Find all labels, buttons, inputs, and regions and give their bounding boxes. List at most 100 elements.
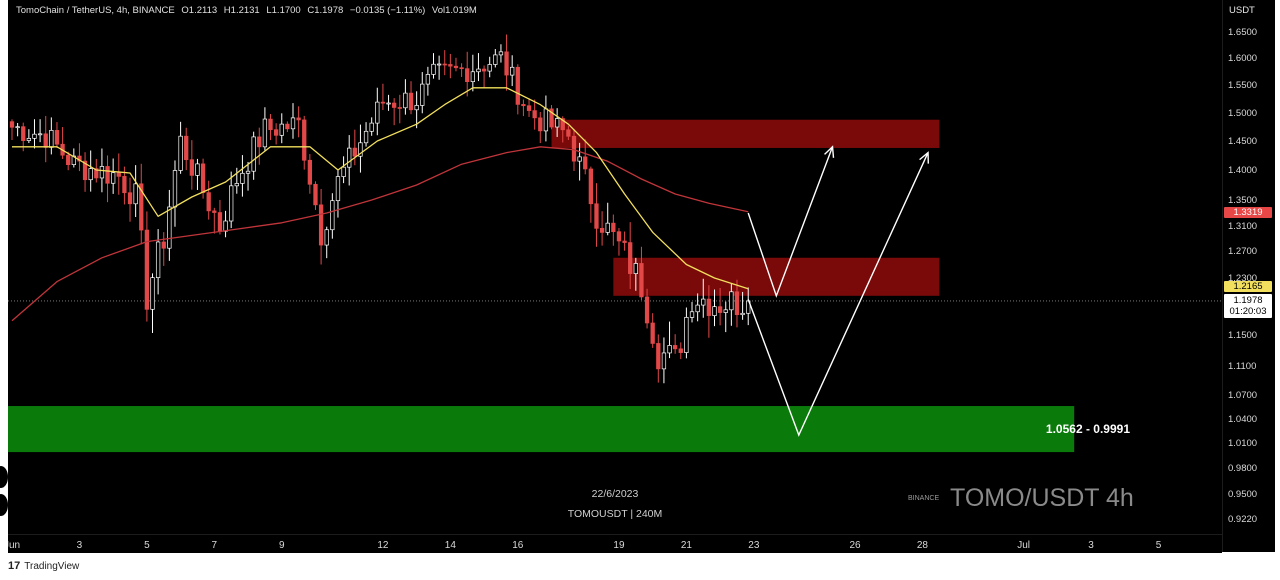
candle-body — [161, 241, 166, 249]
candle-body — [588, 168, 594, 205]
price-tick-label: 1.3500 — [1228, 195, 1257, 206]
candle-body — [217, 212, 223, 232]
candle-body — [178, 135, 183, 171]
candle-body — [369, 122, 374, 132]
price-axis[interactable]: 1.6500 1.6000 1.5500 1.5000 1.4500 1.4000 1.35… — [1222, 0, 1275, 552]
watermark-exchange: BINANCE — [908, 495, 940, 502]
candle-body — [571, 135, 577, 162]
time-tick-label: 7 — [212, 540, 218, 551]
candle-body — [358, 142, 363, 157]
candle-body — [99, 166, 105, 179]
sma-fast-line — [12, 87, 749, 290]
candle-body — [189, 159, 194, 176]
candle-body — [521, 104, 526, 107]
candle-body — [661, 352, 667, 370]
candle-body — [425, 74, 431, 85]
candle-body — [49, 130, 54, 148]
candle-body — [644, 296, 650, 324]
candle-body — [493, 54, 498, 65]
candle-body — [515, 66, 520, 105]
candle-body — [37, 133, 43, 136]
candle-body — [9, 121, 15, 128]
time-tick-label: 12 — [377, 540, 389, 551]
price-tick-label: 1.2700 — [1228, 246, 1257, 257]
projection-path-1 — [747, 152, 929, 437]
candle-body — [144, 229, 150, 310]
candle-body — [448, 64, 453, 67]
candle-body — [133, 183, 138, 205]
last-price-value: 1.1978 — [1233, 295, 1263, 306]
time-tick-label: 3 — [1088, 540, 1094, 551]
symbol-legend[interactable]: TomoChain / TetherUS, 4h, BINANCE O1.211… — [16, 5, 481, 16]
candle-body — [397, 107, 402, 109]
candle-body — [66, 154, 71, 166]
time-tick-label: 14 — [445, 540, 457, 551]
price-tick-label: 1.0400 — [1228, 414, 1257, 425]
candle-body — [392, 102, 397, 108]
candle-body — [712, 306, 717, 316]
bar-countdown: 01:20:03 — [1229, 306, 1267, 317]
resistance-zone-0 — [551, 119, 940, 148]
candle-body — [212, 210, 217, 213]
price-tick-label: 1.5500 — [1228, 80, 1257, 91]
candle-body — [656, 343, 661, 370]
candle-body — [234, 183, 239, 187]
candle-body — [639, 263, 644, 298]
candle-body — [510, 66, 515, 76]
sma-slow-line — [11, 146, 749, 322]
candle-body — [420, 83, 425, 106]
time-axis[interactable]: Jun 3 5 7 9 12 14 16 19 21 23 26 28 Jul 3 5 — [8, 534, 1222, 553]
edge-dot-top — [0, 466, 8, 488]
candle-body — [431, 63, 436, 75]
time-tick-label: 3 — [77, 540, 83, 551]
price-tick-label: 1.1100 — [1228, 361, 1256, 372]
time-tick-label: 28 — [917, 540, 929, 551]
price-tick-label: 0.9500 — [1228, 489, 1257, 500]
candle-body — [122, 176, 127, 194]
candle-body — [442, 63, 447, 66]
price-chart[interactable] — [8, 0, 1222, 534]
candle-body — [352, 147, 357, 157]
time-tick-label: 16 — [512, 540, 524, 551]
price-tick-label: 1.4500 — [1228, 136, 1257, 147]
legend-change: −0.0135 (−1.11%) — [349, 5, 426, 16]
candle-body — [347, 147, 352, 168]
candle-body — [380, 101, 386, 104]
candle-body — [504, 51, 509, 76]
candle-body — [408, 92, 414, 111]
time-tick-label: Jul — [1017, 540, 1030, 551]
candle-body — [116, 172, 121, 177]
candle-body — [167, 206, 172, 249]
candle-body — [453, 65, 459, 69]
candle-body — [155, 241, 161, 278]
legend-pair: TomoChain / TetherUS, 4h, BINANCE — [16, 5, 175, 16]
time-tick-label: 21 — [681, 540, 693, 551]
candle-body — [465, 68, 470, 82]
candle-body — [543, 108, 549, 132]
candle-body — [414, 105, 419, 111]
candle-body — [476, 68, 481, 73]
tradingview-logo[interactable]: 17 TradingView — [8, 560, 79, 572]
candle-body — [678, 348, 683, 353]
sma-fast-price-badge: 1.2165 — [1224, 281, 1272, 292]
projection-arrowhead-0 — [824, 145, 835, 158]
time-tick-label: 19 — [613, 540, 625, 551]
candle-body — [363, 130, 369, 144]
chart-canvas[interactable] — [8, 0, 1222, 552]
candle-body — [723, 309, 728, 313]
candle-body — [622, 240, 627, 243]
candle-body — [538, 117, 543, 132]
candle-body — [21, 126, 26, 141]
support-zone-label: 1.0562 - 0.9991 — [1045, 422, 1130, 436]
candle-body — [245, 170, 251, 174]
candle-body — [403, 92, 408, 109]
watermark-symbol: TOMOUSDT | 240M — [567, 508, 663, 520]
candle-body — [729, 291, 734, 311]
candle-body — [313, 183, 318, 206]
candle-body — [200, 163, 206, 193]
candle-body — [386, 102, 391, 105]
price-tick-label: 1.3100 — [1228, 221, 1257, 232]
candle-body — [127, 192, 133, 205]
candle-body — [341, 166, 346, 177]
price-tick-label: 0.9220 — [1228, 514, 1257, 525]
